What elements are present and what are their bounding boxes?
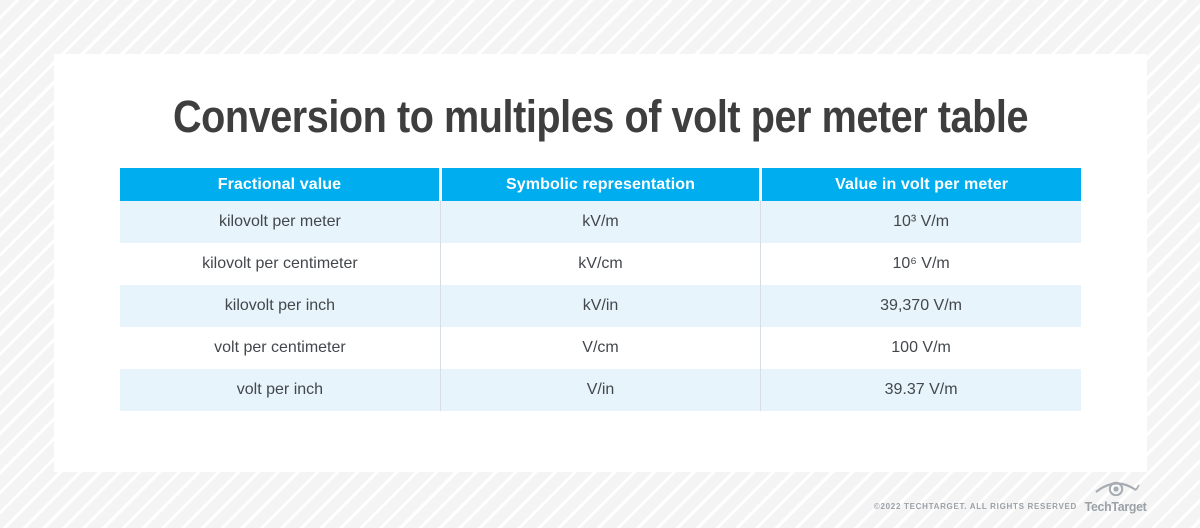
table-cell-value: 39,370 V/m (760, 285, 1081, 327)
table-cell-fractional-value: kilovolt per meter (120, 201, 441, 243)
content-card: Conversion to multiples of volt per mete… (54, 54, 1147, 472)
brand-name: TechTarget (1085, 499, 1147, 514)
table-cell-fractional-value: volt per centimeter (120, 327, 441, 369)
table-cell-symbol: kV/cm (439, 243, 761, 285)
table-cell-fractional-value: kilovolt per centimeter (120, 243, 441, 285)
table-cell-value: 10³ V/m (760, 201, 1081, 243)
footer: ©2022 TECHTARGET. ALL RIGHTS RESERVED Te… (873, 478, 1147, 514)
column-header-value-volt-per-meter: Value in volt per meter (759, 168, 1081, 201)
table-row: volt per inch V/in 39.37 V/m (120, 369, 1081, 411)
conversion-table: Fractional value Symbolic representation… (120, 168, 1081, 411)
table-cell-value: 39.37 V/m (760, 369, 1081, 411)
page-title: Conversion to multiples of volt per mete… (172, 91, 1029, 142)
eye-icon (1091, 478, 1141, 501)
table-cell-symbol: kV/in (439, 285, 761, 327)
table-row: kilovolt per centimeter kV/cm 10⁶ V/m (120, 243, 1081, 285)
table-cell-value: 100 V/m (760, 327, 1081, 369)
table-row: kilovolt per inch kV/in 39,370 V/m (120, 285, 1081, 327)
table-cell-fractional-value: volt per inch (120, 369, 441, 411)
table-body: kilovolt per meter kV/m 10³ V/m kilovolt… (120, 201, 1081, 411)
column-header-fractional-value: Fractional value (120, 168, 441, 201)
table-cell-symbol: V/cm (439, 327, 761, 369)
table-row: kilovolt per meter kV/m 10³ V/m (120, 201, 1081, 243)
table-header-row: Fractional value Symbolic representation… (120, 168, 1081, 201)
table-cell-fractional-value: kilovolt per inch (120, 285, 441, 327)
table-row: volt per centimeter V/cm 100 V/m (120, 327, 1081, 369)
copyright-text: ©2022 TECHTARGET. ALL RIGHTS RESERVED (873, 502, 1077, 511)
table-cell-value: 10⁶ V/m (760, 243, 1081, 285)
column-header-symbolic-representation: Symbolic representation (438, 168, 761, 201)
techtarget-logo: TechTarget (1085, 478, 1147, 514)
table-cell-symbol: V/in (439, 369, 761, 411)
table-cell-symbol: kV/m (439, 201, 761, 243)
conversion-table-container: Fractional value Symbolic representation… (120, 168, 1081, 411)
